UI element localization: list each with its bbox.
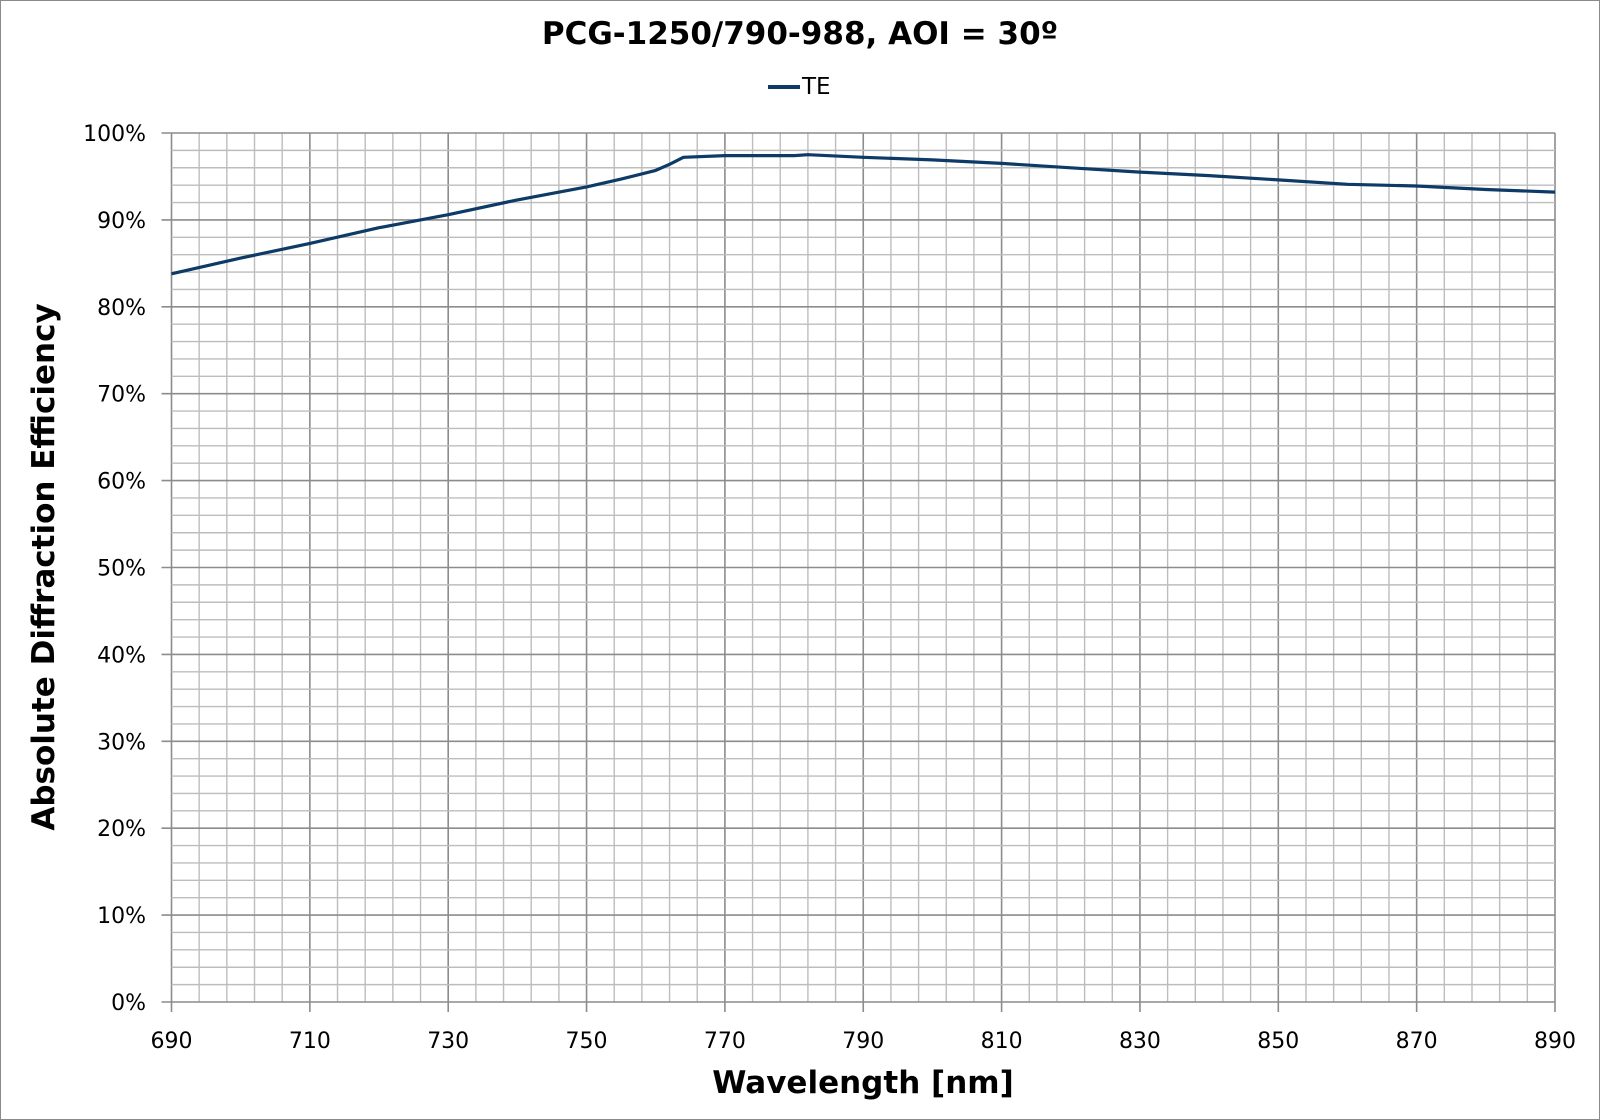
y-tick-label: 100% (83, 122, 146, 147)
x-tick-label: 830 (1119, 1029, 1161, 1054)
x-tick-label: 850 (1257, 1029, 1299, 1054)
series-line-te (171, 153, 1556, 276)
legend-label-te: TE (802, 74, 831, 100)
x-axis-title: Wavelength [nm] (712, 1065, 1014, 1101)
y-axis-ticks: 0% 10% 20% 30% 40% 50% 60% 70% 80% 90% 100% (83, 122, 146, 1016)
x-tick-label: 870 (1396, 1029, 1438, 1054)
series-layer (171, 153, 1556, 276)
y-tick-label: 80% (97, 296, 146, 321)
legend-swatch-te (768, 85, 800, 89)
y-tick-label: 30% (97, 730, 146, 755)
x-tick-label: 750 (566, 1029, 608, 1054)
x-axis-ticks: 690 710 730 750 770 790 810 830 850 870 890 (151, 1029, 1577, 1054)
grid (161, 132, 1556, 1012)
x-tick-label: 690 (151, 1029, 193, 1054)
y-tick-label: 70% (97, 383, 146, 408)
y-tick-label: 90% (97, 209, 146, 234)
x-tick-label: 710 (289, 1029, 331, 1054)
legend: TE (768, 74, 831, 100)
y-tick-label: 60% (97, 470, 146, 495)
chart-title: PCG-1250/790-988, AOI = 30º (541, 16, 1059, 52)
y-axis-title: Absolute Diffraction Efficiency (26, 303, 62, 830)
y-tick-label: 50% (97, 557, 146, 582)
y-tick-label: 10% (97, 904, 146, 929)
y-tick-label: 40% (97, 643, 146, 668)
x-tick-label: 770 (704, 1029, 746, 1054)
x-tick-label: 890 (1534, 1029, 1576, 1054)
x-tick-label: 790 (842, 1029, 884, 1054)
x-tick-label: 810 (981, 1029, 1023, 1054)
y-tick-label: 20% (97, 817, 146, 842)
y-tick-label: 0% (111, 991, 146, 1016)
x-tick-label: 730 (427, 1029, 469, 1054)
